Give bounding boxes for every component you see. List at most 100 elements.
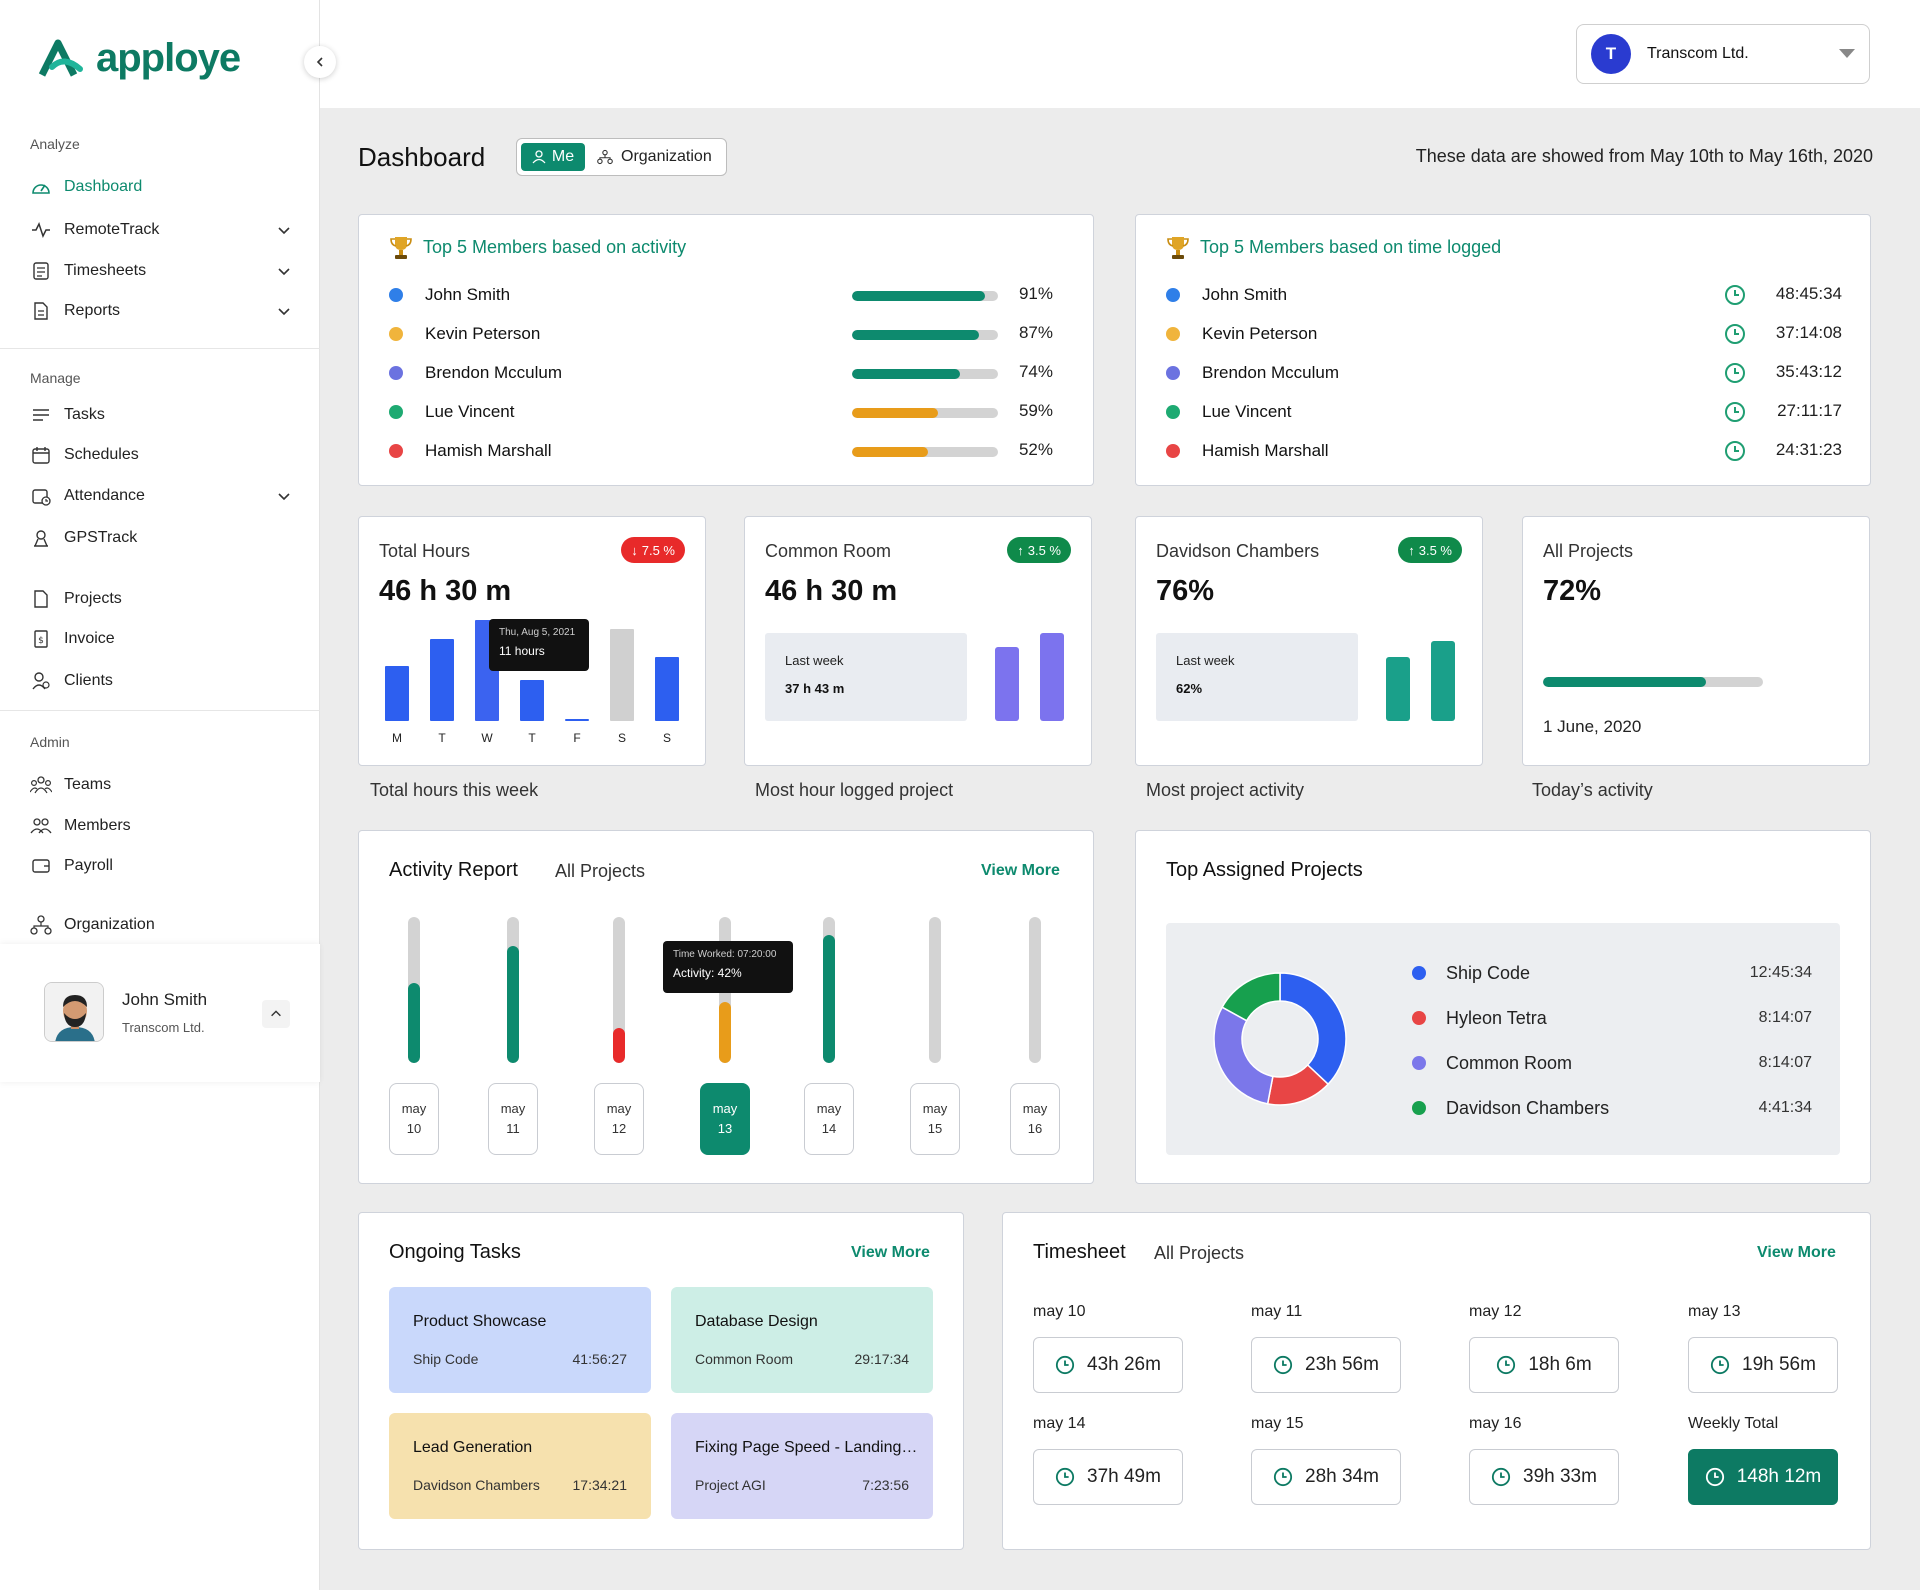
sidebar-item-payroll[interactable]: Payroll xyxy=(30,851,292,881)
clock-icon xyxy=(1055,1467,1075,1487)
timesheet-day-box[interactable]: 18h 6m xyxy=(1469,1337,1619,1393)
view-more-link[interactable]: View More xyxy=(981,862,1060,879)
timesheet-day-box[interactable]: 23h 56m xyxy=(1251,1337,1401,1393)
hours-bar[interactable] xyxy=(520,679,544,721)
chevron-down-icon xyxy=(278,493,290,501)
day-pill[interactable]: may 10 xyxy=(389,1083,439,1155)
section-subtitle[interactable]: All Projects xyxy=(555,861,646,881)
sidebar-item-clients[interactable]: Clients xyxy=(30,666,292,696)
activity-track[interactable] xyxy=(1029,917,1041,1063)
member-dot xyxy=(389,288,403,302)
member-dot xyxy=(389,366,403,380)
day-pill[interactable]: may 15 xyxy=(910,1083,960,1155)
donut-slice[interactable] xyxy=(1279,972,1347,1086)
timesheet-day-box[interactable]: 43h 26m xyxy=(1033,1337,1183,1393)
day-pill[interactable]: may 13 xyxy=(700,1083,750,1155)
sidebar-item-reports[interactable]: Reports xyxy=(30,296,292,326)
timesheet-day-box[interactable]: 39h 33m xyxy=(1469,1449,1619,1505)
sidebar-item-schedules[interactable]: Schedules xyxy=(30,440,292,470)
time-logged: 48:45:34 xyxy=(1775,284,1842,303)
hours-bar[interactable] xyxy=(610,629,634,721)
sidebar-item-members[interactable]: Members xyxy=(30,811,292,841)
task-card[interactable]: Database Design Common Room 29:17:34 xyxy=(671,1287,933,1393)
brand-logo[interactable]: apploye xyxy=(38,36,241,81)
sidebar-item-dashboard[interactable]: Dashboard xyxy=(30,172,292,202)
donut-slice[interactable] xyxy=(1213,1006,1274,1105)
view-more-link[interactable]: View More xyxy=(1757,1244,1836,1261)
sidebar-item-tasks[interactable]: Tasks xyxy=(30,400,292,430)
hours-bar[interactable] xyxy=(565,719,589,721)
task-time: 7:23:56 xyxy=(862,1477,909,1493)
day-pill[interactable]: may 11 xyxy=(488,1083,538,1155)
svg-text:$: $ xyxy=(38,636,44,646)
all-projects-card: All Projects 72% 1 June, 2020 xyxy=(1522,516,1870,766)
sidebar-item-gpstrack[interactable]: GPSTrack xyxy=(30,523,292,553)
day-month: may xyxy=(922,1101,948,1116)
time-logged: 24:31:23 xyxy=(1775,440,1842,459)
project-dot xyxy=(1412,1011,1426,1025)
company-selector[interactable]: T Transcom Ltd. xyxy=(1576,24,1870,84)
member-row: Hamish Marshall xyxy=(389,439,552,463)
hours-bar[interactable] xyxy=(430,638,454,721)
activity-track[interactable] xyxy=(507,917,519,1063)
activity-track[interactable] xyxy=(613,917,625,1063)
sidebar-item-invoice[interactable]: $ Invoice xyxy=(30,624,292,654)
activity-track[interactable] xyxy=(929,917,941,1063)
activity-track[interactable] xyxy=(823,917,835,1063)
activity-bar-fill xyxy=(852,291,985,301)
time-logged: 27:11:17 xyxy=(1777,401,1842,420)
sidebar-item-label: Members xyxy=(64,817,131,834)
day-label: T xyxy=(528,731,536,745)
activity-bar-fill xyxy=(852,447,928,457)
activity-bar-fill xyxy=(852,330,980,340)
member-row: Brendon Mcculum xyxy=(389,361,562,385)
timesheet-day-box[interactable]: 19h 56m xyxy=(1688,1337,1838,1393)
clock-icon xyxy=(1705,1467,1725,1487)
sidebar-item-projects[interactable]: Projects xyxy=(30,584,292,614)
sidebar-item-remotetrack[interactable]: RemoteTrack xyxy=(30,215,292,245)
sidebar-item-teams[interactable]: Teams xyxy=(30,770,292,800)
timesheet-day-label: may 11 xyxy=(1251,1303,1303,1320)
hours-bar[interactable] xyxy=(385,666,409,721)
stat-value: 46 h 30 m xyxy=(765,575,898,607)
task-card[interactable]: Fixing Page Speed - Landing Page Project … xyxy=(671,1413,933,1519)
stat-label: Common Room xyxy=(765,541,892,561)
toggle-me-button[interactable]: Me xyxy=(521,143,585,171)
section-subtitle[interactable]: All Projects xyxy=(1154,1243,1245,1263)
clock-icon xyxy=(1273,1355,1293,1375)
timesheet-icon xyxy=(30,260,52,282)
sidebar-item-timesheets[interactable]: Timesheets xyxy=(30,256,292,286)
view-more-link[interactable]: View More xyxy=(851,1244,930,1261)
sidebar-item-organization[interactable]: Organization xyxy=(30,910,292,940)
donut-slice[interactable] xyxy=(1221,972,1281,1022)
timesheet-day-label: may 13 xyxy=(1688,1303,1741,1320)
timesheet-day-box[interactable]: 28h 34m xyxy=(1251,1449,1401,1505)
user-menu-toggle[interactable] xyxy=(262,1000,290,1028)
activity-track[interactable] xyxy=(408,917,420,1063)
timesheet-day-label: Weekly Total xyxy=(1688,1415,1779,1432)
timesheet-value: 148h 12m xyxy=(1736,1466,1822,1487)
task-card[interactable]: Lead Generation Davidson Chambers 17:34:21 xyxy=(389,1413,651,1519)
sidebar-item-label: GPSTrack xyxy=(64,529,138,546)
calendar-icon xyxy=(30,444,52,466)
sidebar-item-attendance[interactable]: Attendance xyxy=(30,481,292,511)
day-pill[interactable]: may 16 xyxy=(1010,1083,1060,1155)
clock-icon xyxy=(1055,1355,1075,1375)
timesheet-value: 43h 26m xyxy=(1087,1354,1161,1375)
day-label: T xyxy=(438,731,446,745)
toggle-organization-button[interactable]: Organization xyxy=(597,148,712,166)
timesheet-day-box[interactable]: 37h 49m xyxy=(1033,1449,1183,1505)
clock-icon xyxy=(1724,440,1746,462)
day-pill[interactable]: may 14 xyxy=(804,1083,854,1155)
activity-tooltip: Time Worked: 07:20:00 Activity: 42% xyxy=(663,941,793,993)
day-pill[interactable]: may 12 xyxy=(594,1083,644,1155)
task-card[interactable]: Product Showcase Ship Code 41:56:27 xyxy=(389,1287,651,1393)
hours-bar[interactable] xyxy=(655,656,679,721)
last-week-label: Last week xyxy=(785,653,844,668)
activity-fill xyxy=(823,934,835,1063)
day-month: may xyxy=(500,1101,526,1116)
weekly-total-box[interactable]: 148h 12m xyxy=(1688,1449,1838,1505)
project-row: Davidson Chambers 4:41:34 xyxy=(1412,1096,1812,1120)
sidebar-collapse-button[interactable] xyxy=(304,46,336,78)
user-profile-card[interactable]: John Smith Transcom Ltd. xyxy=(0,944,320,1082)
